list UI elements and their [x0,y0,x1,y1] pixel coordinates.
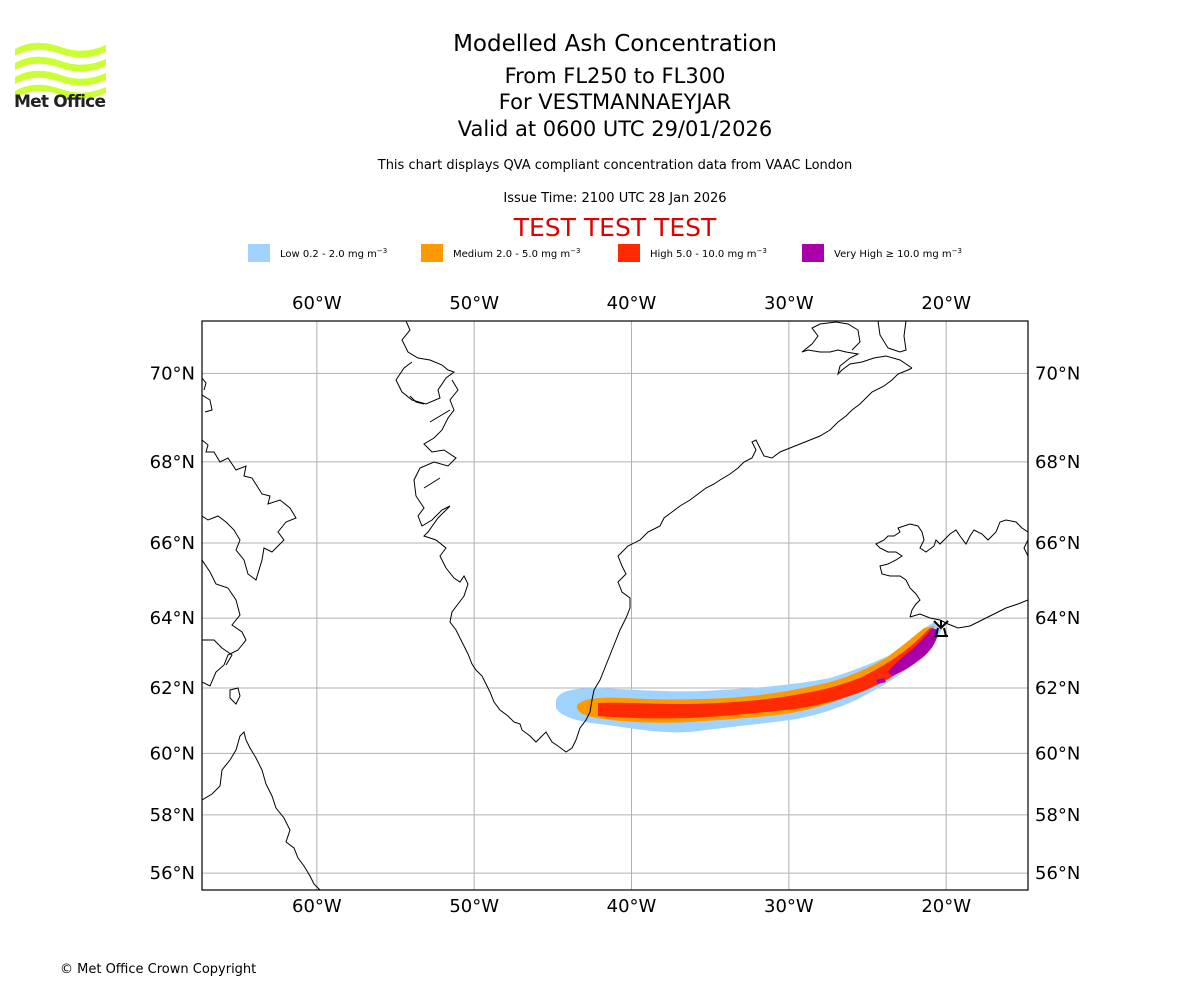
legend-label-high: High 5.0 - 10.0 mg m−3 [650,246,767,260]
coastline-greenland-west-inlet [409,395,451,489]
lon-label-bottom: 30°W [764,896,814,917]
chart-description: This chart displays QVA compliant concen… [377,158,853,173]
valid-time: Valid at 0600 UTC 29/01/2026 [457,117,773,141]
coastline-greenland-west [395,321,577,753]
coastline-baffin-south [202,559,247,687]
copyright-notice: © Met Office Crown Copyright [60,962,257,977]
ash-contour-very-high-spot [876,678,886,684]
lon-label-top: 40°W [607,293,657,314]
test-banner: TEST TEST TEST [513,213,717,242]
chart-title: Modelled Ash Concentration [453,31,777,57]
lat-label-left: 62°N [150,678,195,699]
lon-label-bottom: 20°W [921,896,971,917]
lat-label-right: 68°N [1035,452,1080,473]
ash-contour-high [598,628,936,719]
legend-item-very-high: Very High ≥ 10.0 mg m−3 [802,244,962,262]
graticule [202,321,1028,890]
lat-label-left: 58°N [150,805,195,826]
legend-label-medium: Medium 2.0 - 5.0 mg m−3 [453,246,581,260]
coastline-greenland-east [575,367,913,741]
lat-label-left: 68°N [150,452,195,473]
lat-label-left: 70°N [150,363,195,384]
lon-label-top: 20°W [921,293,971,314]
issue-time: Issue Time: 2100 UTC 28 Jan 2026 [503,191,727,206]
legend-label-low: Low 0.2 - 2.0 mg m−3 [280,246,388,260]
legend-swatch-medium [421,244,443,262]
legend-swatch-high [618,244,640,262]
lat-label-left: 56°N [150,863,195,884]
legend-swatch-very-high [802,244,824,262]
legend-item-low: Low 0.2 - 2.0 mg m−3 [248,244,387,262]
met-office-logo-icon [15,42,106,99]
coastline-island-small [229,687,241,705]
legend-item-medium: Medium 2.0 - 5.0 mg m−3 [421,244,580,262]
volcano-name: For VESTMANNAEYJAR [498,90,732,114]
lat-label-right: 70°N [1035,363,1080,384]
lat-label-right: 60°N [1035,743,1080,764]
coastline-labrador [202,731,321,890]
legend-label-very-high: Very High ≥ 10.0 mg m−3 [834,246,962,260]
lon-label-top: 50°W [449,293,499,314]
ash-contour-very-high [888,628,938,676]
lon-label-bottom: 40°W [607,896,657,917]
lon-label-bottom: 50°W [449,896,499,917]
coastline-baffin-north [202,377,297,581]
coastlines [202,321,1028,890]
lon-label-bottom: 60°W [292,896,342,917]
lat-label-right: 58°N [1035,805,1080,826]
met-office-logo-text: Met Office [14,92,106,112]
map-frame [201,320,1029,891]
legend-swatch-low [248,244,270,262]
axis-labels: 60°W 60°W 50°W 50°W 40°W 40°W 30°W 30°W 20°W 20°W… [150,293,1081,917]
lat-label-left: 64°N [150,608,195,629]
lat-label-right: 66°N [1035,533,1080,554]
lat-label-right: 56°N [1035,863,1080,884]
lat-label-right: 64°N [1035,608,1080,629]
lon-label-top: 30°W [764,293,814,314]
legend-item-high: High 5.0 - 10.0 mg m−3 [618,244,767,262]
flight-level-range: From FL250 to FL300 [504,64,726,88]
lat-label-left: 60°N [150,743,195,764]
lat-label-left: 66°N [150,533,195,554]
lat-label-right: 62°N [1035,678,1080,699]
coastline-iceland [875,519,1028,629]
volcano-marker-icon[interactable] [933,620,949,637]
lon-label-top: 60°W [292,293,342,314]
ash-plume [556,622,942,733]
coastline-greenland-northeast [801,321,913,376]
